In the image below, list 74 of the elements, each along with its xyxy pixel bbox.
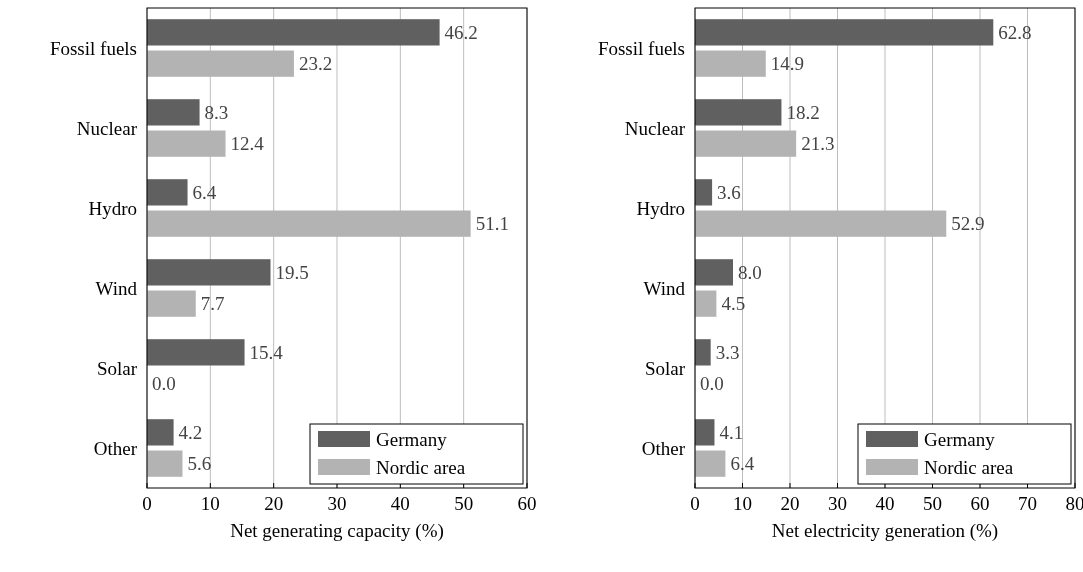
data-label: 52.9	[951, 213, 985, 235]
bar	[695, 419, 715, 446]
bar	[695, 19, 994, 46]
bar	[147, 339, 245, 366]
y-tick-label: Wind	[95, 277, 138, 299]
x-tick-label: 70	[1018, 493, 1037, 514]
bar	[147, 290, 196, 317]
data-label: 19.5	[275, 261, 309, 283]
y-tick-label: Other	[93, 437, 138, 459]
data-label: 0.0	[152, 373, 176, 395]
y-tick-label: Nuclear	[624, 117, 686, 139]
x-tick-label: 50	[923, 493, 942, 514]
bar	[147, 19, 440, 46]
x-tick-label: 10	[733, 493, 752, 514]
y-tick-label: Other	[641, 437, 686, 459]
data-label: 12.4	[230, 133, 265, 155]
bar	[147, 259, 271, 286]
bar	[147, 179, 188, 206]
bar	[147, 450, 183, 477]
y-tick-label: Hydro	[88, 197, 137, 219]
x-axis-title: Net electricity generation (%)	[771, 519, 999, 542]
data-label: 18.2	[786, 101, 820, 123]
data-label: 15.4	[249, 341, 284, 363]
data-label: 62.8	[998, 21, 1032, 43]
x-tick-label: 20	[780, 493, 800, 514]
x-tick-label: 30	[327, 493, 347, 514]
x-tick-label: 30	[828, 493, 847, 514]
data-label: 4.5	[721, 293, 746, 315]
y-tick-label: Fossil fuels	[49, 37, 137, 59]
bar	[695, 339, 711, 366]
y-tick-label: Fossil fuels	[597, 37, 685, 59]
x-tick-label: 50	[454, 493, 474, 514]
x-tick-label: 0	[142, 493, 152, 514]
x-tick-label: 80	[1065, 493, 1083, 514]
x-tick-label: 40	[875, 493, 895, 514]
legend-label: Nordic area	[924, 456, 1014, 478]
data-label: 4.1	[719, 421, 744, 443]
y-tick-label: Nuclear	[76, 117, 138, 139]
data-label: 6.4	[192, 181, 217, 203]
bar	[147, 99, 200, 126]
legend-label: Germany	[376, 428, 448, 450]
data-label: 23.2	[298, 53, 333, 75]
bar	[695, 259, 733, 286]
data-label: 51.1	[475, 213, 509, 235]
x-axis-title: Net generating capacity (%)	[230, 519, 444, 542]
data-label: 3.6	[717, 181, 741, 203]
bar	[695, 179, 713, 206]
data-label: 8.3	[204, 101, 229, 123]
y-tick-label: Wind	[643, 277, 686, 299]
x-tick-label: 60	[517, 493, 537, 514]
y-tick-label: Solar	[644, 357, 686, 379]
x-tick-label: 10	[200, 493, 220, 514]
data-label: 5.6	[187, 453, 212, 475]
bar	[147, 419, 174, 446]
x-tick-label: 40	[390, 493, 410, 514]
data-label: 0.0	[700, 373, 724, 395]
data-label: 14.9	[770, 53, 805, 75]
data-label: 46.2	[444, 21, 478, 43]
data-label: 21.3	[801, 133, 835, 155]
data-label: 6.4	[730, 453, 755, 475]
legend-label: Nordic area	[376, 456, 466, 478]
data-label: 3.3	[715, 341, 740, 363]
y-tick-label: Hydro	[636, 197, 685, 219]
x-tick-label: 60	[970, 493, 990, 514]
x-tick-label: 20	[264, 493, 284, 514]
y-tick-label: Solar	[96, 357, 138, 379]
legend-label: Germany	[924, 428, 996, 450]
data-label: 8.0	[738, 261, 762, 283]
bar	[695, 290, 717, 317]
data-label: 7.7	[200, 293, 225, 315]
bar	[695, 450, 726, 477]
x-tick-label: 0	[690, 493, 700, 514]
bar	[695, 99, 782, 126]
data-label: 4.2	[178, 421, 203, 443]
